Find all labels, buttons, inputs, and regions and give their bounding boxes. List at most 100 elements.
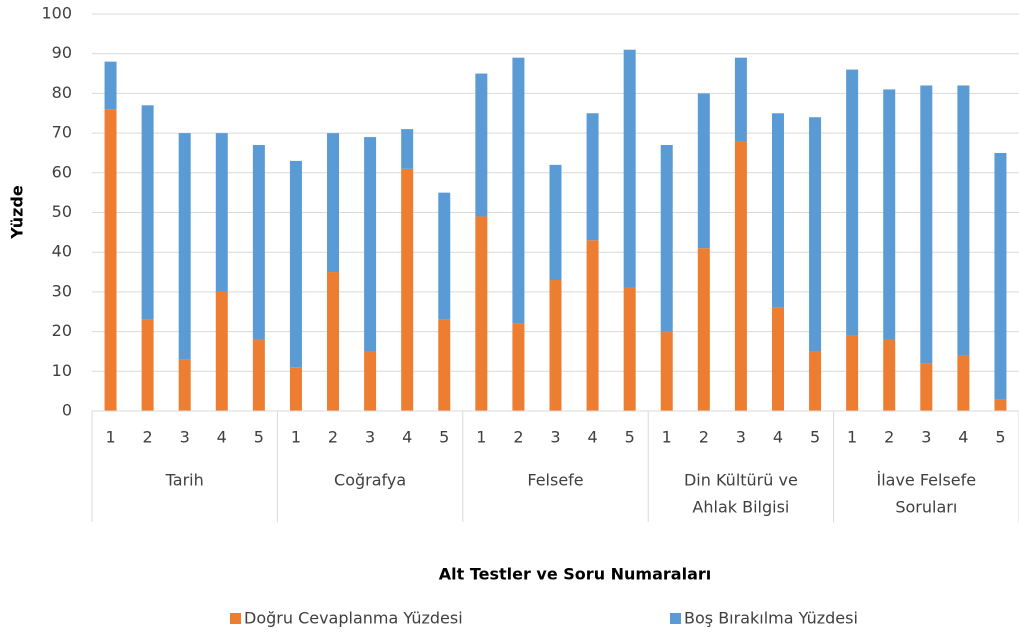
legend-swatch xyxy=(230,613,241,624)
bar-segment xyxy=(512,57,525,324)
bar-segment xyxy=(475,73,488,217)
x-tick-label: 4 xyxy=(587,428,597,447)
bar-segment xyxy=(994,399,1007,411)
y-tick-label: 20 xyxy=(52,321,72,340)
legend-label: Doğru Cevaplanma Yüzdesi xyxy=(244,609,463,628)
x-tick-label: 3 xyxy=(180,428,190,447)
y-axis-title: Yüzde xyxy=(8,185,27,240)
bar-segment xyxy=(178,359,191,411)
bar-segment xyxy=(994,152,1007,400)
x-tick-label: 3 xyxy=(921,428,931,447)
bar-segment xyxy=(289,367,302,411)
bar-segment xyxy=(846,335,859,411)
bar-segment xyxy=(215,291,228,411)
bar-segment xyxy=(104,61,117,110)
x-tick-label: 4 xyxy=(217,428,227,447)
y-tick-label: 0 xyxy=(62,401,72,420)
bar-segment xyxy=(660,145,673,332)
y-tick-label: 50 xyxy=(52,202,72,221)
x-tick-label: 1 xyxy=(105,428,115,447)
x-tick-label: 1 xyxy=(847,428,857,447)
x-tick-label: 5 xyxy=(439,428,449,447)
group-label: Din Kültürü ve xyxy=(684,471,798,490)
x-tick-label: 1 xyxy=(476,428,486,447)
bar-segment xyxy=(586,113,599,241)
bar-segment xyxy=(327,272,340,411)
bar-segment xyxy=(809,117,822,352)
bar-segment xyxy=(586,240,599,411)
bar-segment xyxy=(141,319,154,411)
bar-segment xyxy=(252,339,265,411)
x-tick-label: 5 xyxy=(995,428,1005,447)
x-tick-label: 2 xyxy=(143,428,153,447)
bar-segment xyxy=(327,133,340,273)
y-tick-label: 30 xyxy=(52,281,72,300)
bar-segment xyxy=(920,363,933,411)
x-tick-label: 2 xyxy=(513,428,523,447)
bar-segment xyxy=(957,85,970,356)
bar-segment xyxy=(289,160,302,368)
x-tick-label: 5 xyxy=(254,428,264,447)
bar-segment xyxy=(549,279,562,411)
bar-segment xyxy=(920,85,933,364)
bar-segment xyxy=(771,113,784,308)
x-tick-label: 4 xyxy=(402,428,412,447)
x-tick-label: 3 xyxy=(550,428,560,447)
bar-segment xyxy=(771,307,784,411)
y-tick-label: 80 xyxy=(52,83,72,102)
bar-segment xyxy=(252,145,265,340)
bar-segment xyxy=(734,57,747,142)
bar-segment xyxy=(809,351,822,411)
bar-segment xyxy=(697,248,710,411)
bar-segment xyxy=(957,355,970,411)
group-label: Ahlak Bilgisi xyxy=(692,498,789,517)
y-tick-label: 40 xyxy=(52,242,72,261)
x-tick-label: 1 xyxy=(291,428,301,447)
x-tick-label: 2 xyxy=(328,428,338,447)
bar-segment xyxy=(846,69,859,336)
x-tick-label: 1 xyxy=(662,428,672,447)
y-tick-label: 100 xyxy=(41,4,72,23)
group-label: Felsefe xyxy=(527,471,583,490)
bar-segment xyxy=(401,168,414,411)
bar-segment xyxy=(660,331,673,411)
bar-segment xyxy=(141,105,154,320)
group-label: İlave Felsefe xyxy=(876,471,976,490)
bar-segment xyxy=(364,351,377,411)
legend-swatch xyxy=(670,613,681,624)
bar-segment xyxy=(623,49,636,288)
bar-segment xyxy=(401,129,414,169)
bar-segment xyxy=(883,339,896,411)
x-axis-title: Alt Testler ve Soru Numaraları xyxy=(439,565,712,584)
group-label: Soruları xyxy=(895,498,957,517)
bar-segment xyxy=(697,93,710,249)
bar-segment xyxy=(512,323,525,411)
bar-segment xyxy=(364,137,377,352)
bar-segment xyxy=(549,164,562,280)
bar-segment xyxy=(215,133,228,292)
x-tick-label: 5 xyxy=(810,428,820,447)
x-tick-label: 3 xyxy=(736,428,746,447)
bar-segment xyxy=(475,216,488,411)
group-label: Coğrafya xyxy=(334,471,406,490)
bar-segment xyxy=(104,109,117,411)
y-tick-label: 90 xyxy=(52,43,72,62)
x-tick-label: 3 xyxy=(365,428,375,447)
x-tick-label: 2 xyxy=(884,428,894,447)
y-tick-label: 70 xyxy=(52,123,72,142)
x-tick-label: 2 xyxy=(699,428,709,447)
bar-segment xyxy=(438,192,451,320)
y-tick-label: 60 xyxy=(52,162,72,181)
x-tick-label: 4 xyxy=(773,428,783,447)
group-label: Tarih xyxy=(165,471,204,490)
y-tick-label: 10 xyxy=(52,361,72,380)
x-tick-label: 5 xyxy=(625,428,635,447)
bar-segment xyxy=(623,287,636,411)
bar-segment xyxy=(178,133,191,360)
bar-segment xyxy=(734,141,747,412)
bar-segment xyxy=(438,319,451,411)
bar-segment xyxy=(883,89,896,340)
x-tick-label: 4 xyxy=(958,428,968,447)
legend-label: Boş Bırakılma Yüzdesi xyxy=(684,609,858,628)
